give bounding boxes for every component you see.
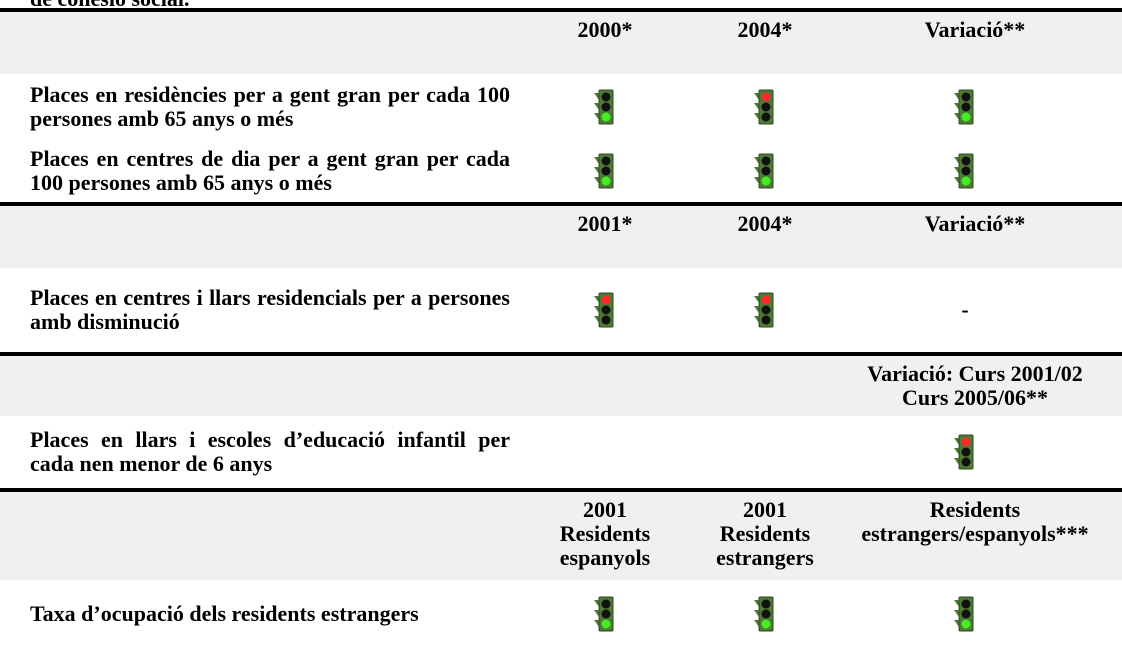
cell xyxy=(1080,416,1122,490)
header-cell: Variació: Curs 2001/02 Curs 2005/06** xyxy=(850,356,1083,416)
data-row: Taxa d’ocupació dels residents estranger… xyxy=(0,580,1122,648)
header-cell: 2000* xyxy=(530,12,680,74)
traffic-light xyxy=(754,153,774,188)
title-fragment: de cohesió social. xyxy=(30,0,190,11)
cell xyxy=(680,268,850,354)
header-cell xyxy=(0,206,530,268)
header-cell: 2001* xyxy=(530,206,680,268)
cell xyxy=(680,580,850,648)
traffic-light xyxy=(954,434,974,470)
cell xyxy=(1080,580,1122,648)
cell xyxy=(850,580,1080,648)
cell xyxy=(530,74,680,139)
cell xyxy=(680,74,850,139)
cell xyxy=(1080,139,1122,204)
header-text: Variació: Curs 2001/02 Curs 2005/06** xyxy=(867,361,1083,410)
traffic-light xyxy=(754,292,774,328)
header-text: 2001* xyxy=(577,211,633,236)
cell xyxy=(850,74,1080,139)
traffic-light xyxy=(954,596,974,632)
header-cell xyxy=(0,12,530,74)
header-cell: Variació** xyxy=(850,12,1080,74)
traffic-light xyxy=(754,89,774,124)
cell xyxy=(530,139,680,204)
header-cell xyxy=(1080,356,1122,416)
row-label: Places en centres de dia per a gent gran… xyxy=(30,145,510,195)
header-row: 2001* 2004* Variació** xyxy=(0,206,1122,268)
data-row: Places en residències per a gent gran pe… xyxy=(0,74,1122,139)
row-label: Places en residències per a gent gran pe… xyxy=(30,81,510,131)
data-row: Places en llars i escoles d’educació inf… xyxy=(0,416,1122,490)
header-cell xyxy=(1080,206,1122,268)
row-label: Taxa d’ocupació dels residents estranger… xyxy=(30,601,419,626)
header-cell: 2004* xyxy=(680,12,850,74)
header-text: 2004* xyxy=(737,211,793,236)
header-cell xyxy=(1080,492,1122,580)
data-row: Places en centres de dia per a gent gran… xyxy=(0,139,1122,204)
traffic-light xyxy=(594,89,614,124)
cell xyxy=(530,580,680,648)
header-row: 2000* 2004* Variació** xyxy=(0,12,1122,74)
header-cell xyxy=(1080,12,1122,74)
header-cell: 2004* xyxy=(680,206,850,268)
header-text: Variació** xyxy=(924,17,1026,42)
header-text: Variació** xyxy=(924,211,1026,236)
header-cell: 2001 Residents estrangers xyxy=(680,492,850,580)
traffic-light xyxy=(754,596,774,632)
cell xyxy=(850,139,1080,204)
header-cell: Variació** xyxy=(850,206,1080,268)
row-label: Places en llars i escoles d’educació inf… xyxy=(30,427,510,476)
cell xyxy=(680,416,850,490)
header-cell xyxy=(530,356,680,416)
cell xyxy=(1080,74,1122,139)
header-row: Variació: Curs 2001/02 Curs 2005/06** xyxy=(0,356,1122,416)
header-text: Residents estrangers/espanyols*** xyxy=(861,497,1089,546)
header-cell xyxy=(680,356,850,416)
traffic-light xyxy=(594,596,614,632)
header-text: 2001 Residents estrangers xyxy=(716,497,814,570)
cell xyxy=(680,139,850,204)
traffic-light xyxy=(594,292,614,328)
traffic-light xyxy=(954,153,974,188)
cell xyxy=(530,416,680,490)
header-cell: Residents estrangers/espanyols*** xyxy=(850,492,1089,580)
header-text: 2004* xyxy=(737,17,793,42)
header-cell: 2001 Residents espanyols xyxy=(530,492,680,580)
header-cell xyxy=(0,356,530,416)
data-row: Places en centres i llars residencials p… xyxy=(0,268,1122,354)
cell xyxy=(1080,268,1122,354)
cell xyxy=(530,268,680,354)
header-row: 2001 Residents espanyols 2001 Residents e… xyxy=(0,492,1122,580)
cell xyxy=(850,416,1080,490)
row-label: Places en centres i llars residencials p… xyxy=(30,285,510,334)
header-cell xyxy=(0,492,530,580)
header-text: 2001 Residents espanyols xyxy=(559,497,651,570)
header-text: 2000* xyxy=(577,17,633,42)
indicator-table: 2000* 2004* Variació** Places en residèncie… xyxy=(0,8,1122,648)
traffic-light xyxy=(954,89,974,124)
cell-text: - xyxy=(961,297,969,322)
traffic-light xyxy=(594,153,614,188)
